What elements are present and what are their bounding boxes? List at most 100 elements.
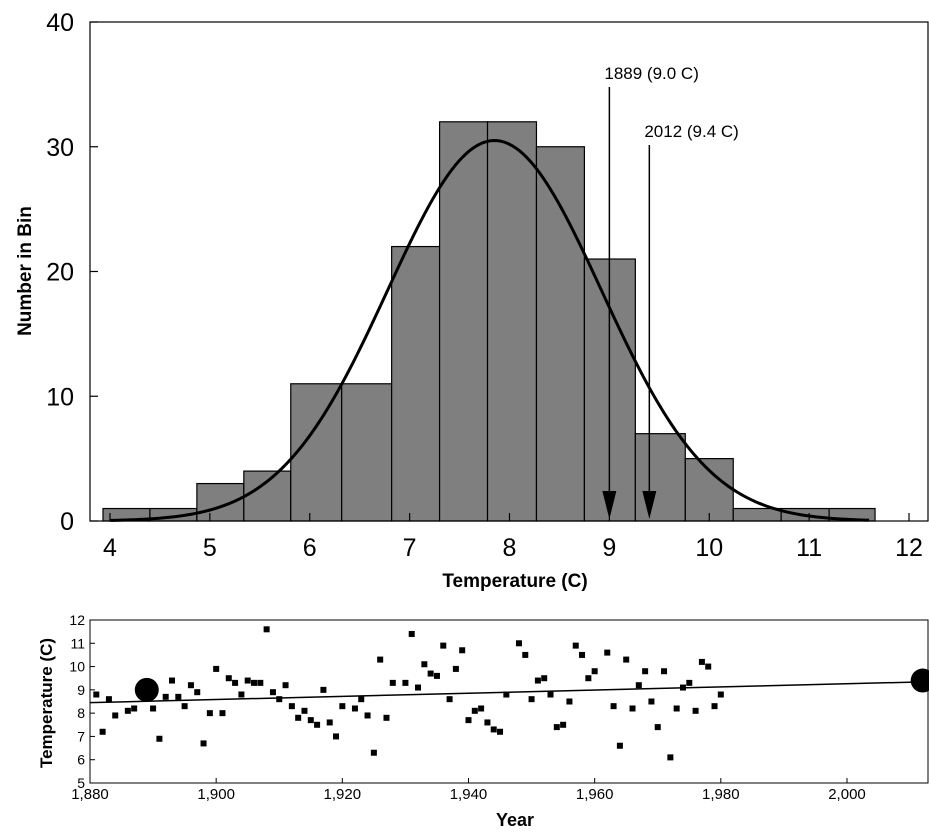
scatter-y-tick-label-1: 6 — [77, 752, 85, 768]
histogram-bars — [102, 121, 876, 522]
scatter-point-72 — [579, 651, 586, 658]
scatter-x-axis-title: Year — [496, 810, 534, 830]
scatter-point-53 — [452, 665, 459, 672]
scatter-point-49 — [427, 670, 434, 677]
scatter-point-83 — [654, 724, 661, 731]
histogram-bar-9 — [535, 146, 586, 522]
scatter-point-69 — [560, 721, 567, 728]
annotation-arrowhead-1 — [642, 491, 657, 519]
histogram-y-tick-label-1: 10 — [46, 383, 74, 411]
scatter-point-92 — [711, 703, 718, 710]
scatter-point-20 — [232, 679, 239, 686]
histogram-bar-12 — [684, 458, 734, 522]
scatter-y-tick-label-7: 12 — [69, 612, 85, 628]
histogram-bar-2 — [196, 482, 245, 522]
scatter-point-81 — [642, 668, 649, 675]
scatter-point-74 — [591, 668, 598, 675]
histogram-x-tick-label-5: 9 — [602, 534, 616, 562]
scatter-point-76 — [610, 703, 617, 710]
scatter-point-70 — [566, 698, 573, 705]
annotation-label-0: 1889 (9.0 C) — [604, 64, 699, 83]
scatter-point-43 — [383, 714, 390, 721]
scatter-point-93 — [717, 691, 724, 698]
scatter-points — [93, 626, 724, 761]
scatter-point-17 — [213, 665, 220, 672]
scatter-y-tick-label-5: 10 — [69, 659, 85, 675]
scatter-point-9 — [162, 693, 169, 700]
scatter-point-5 — [131, 705, 138, 712]
scatter-point-4 — [124, 707, 131, 714]
scatter-point-65 — [534, 677, 541, 684]
scatter-point-60 — [497, 728, 504, 735]
scatter-point-38 — [351, 705, 358, 712]
scatter-point-80 — [635, 682, 642, 689]
scatter-point-79 — [629, 705, 636, 712]
histogram-bar-5 — [341, 383, 393, 522]
scatter-point-62 — [515, 640, 522, 647]
scatter-point-59 — [490, 726, 497, 733]
scatter-point-12 — [181, 703, 188, 710]
scatter-point-37 — [339, 703, 346, 710]
scatter-point-57 — [478, 705, 485, 712]
scatter-point-47 — [415, 684, 422, 691]
scatter-point-1 — [99, 728, 106, 735]
scatter-x-tick-label-1: 1,900 — [197, 786, 235, 803]
scatter-point-85 — [667, 754, 674, 761]
scatter-point-48 — [421, 661, 428, 668]
scatter-point-78 — [623, 656, 630, 663]
scatter-point-16 — [206, 710, 213, 717]
scatter-point-41 — [370, 749, 377, 756]
histogram-x-tick-label-6: 10 — [695, 534, 723, 562]
scatter-point-75 — [604, 649, 611, 656]
scatter-panel: 1,880 1,900 1,920 1,940 1,960 1,980 2,000 5 6 7 8… — [37, 612, 929, 830]
scatter-x-tick-label-0: 1,880 — [71, 786, 109, 803]
scatter-point-71 — [572, 642, 579, 649]
histogram-y-tick-label-4: 40 — [46, 9, 74, 37]
scatter-point-30 — [295, 714, 302, 721]
scatter-y-ticks: 5 6 7 8 9 10 11 12 — [69, 612, 95, 791]
scatter-x-tick-label-4: 1,960 — [576, 786, 614, 803]
histogram-y-axis-title: Number in Bin — [15, 206, 36, 336]
histogram-bar-13 — [732, 507, 782, 522]
scatter-point-21 — [238, 691, 245, 698]
scatter-point-89 — [692, 707, 699, 714]
scatter-x-ticks: 1,880 1,900 1,920 1,940 1,960 1,980 2,000 — [71, 778, 866, 803]
scatter-point-36 — [333, 733, 340, 740]
scatter-point-23 — [251, 679, 258, 686]
scatter-point-0 — [93, 691, 100, 698]
scatter-point-28 — [282, 682, 289, 689]
scatter-point-2 — [105, 696, 112, 703]
scatter-x-tick-label-6: 2,000 — [828, 786, 866, 803]
scatter-y-tick-label-4: 9 — [77, 682, 85, 698]
scatter-point-51 — [440, 642, 447, 649]
scatter-point-77 — [616, 742, 623, 749]
scatter-point-42 — [377, 656, 384, 663]
scatter-point-27 — [276, 696, 283, 703]
histogram-annotations: 1889 (9.0 C) 2012 (9.4 C) — [602, 64, 739, 519]
scatter-x-tick-label-2: 1,920 — [324, 786, 362, 803]
scatter-point-55 — [465, 717, 472, 724]
scatter-point-39 — [358, 696, 365, 703]
scatter-point-35 — [326, 719, 333, 726]
scatter-point-46 — [408, 630, 415, 637]
scatter-point-13 — [187, 682, 194, 689]
scatter-point-26 — [269, 689, 276, 696]
scatter-point-18 — [219, 710, 226, 717]
histogram-x-tick-label-2: 6 — [303, 534, 317, 562]
scatter-point-31 — [301, 707, 308, 714]
scatter-point-15 — [200, 740, 207, 747]
scatter-y-tick-label-0: 5 — [77, 775, 85, 791]
histogram-x-tick-label-4: 8 — [503, 534, 517, 562]
scatter-point-86 — [673, 705, 680, 712]
scatter-point-54 — [459, 647, 466, 654]
scatter-point-3 — [112, 712, 119, 719]
scatter-point-40 — [364, 712, 371, 719]
scatter-point-32 — [307, 717, 314, 724]
scatter-point-34 — [320, 686, 327, 693]
scatter-point-14 — [194, 689, 201, 696]
scatter-point-33 — [314, 721, 321, 728]
scatter-point-61 — [503, 691, 510, 698]
scatter-point-50 — [433, 672, 440, 679]
histogram-x-tick-label-8: 12 — [895, 534, 923, 562]
normal-fit-curve — [109, 139, 870, 522]
